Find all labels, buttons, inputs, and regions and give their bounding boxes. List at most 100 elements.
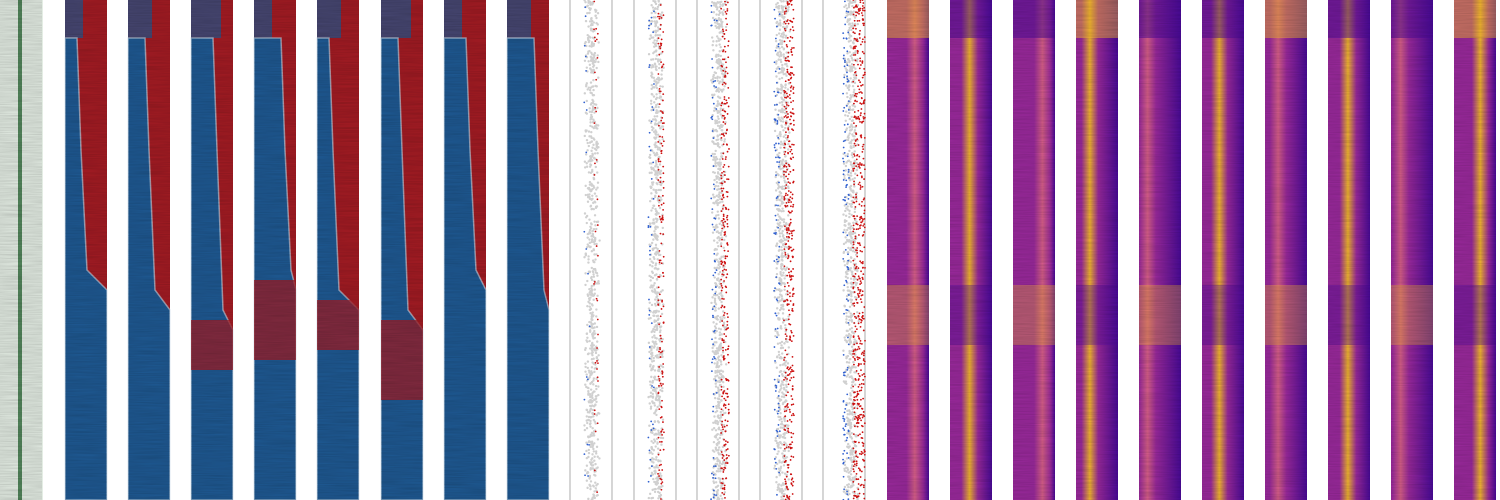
point [650, 386, 653, 389]
point [727, 56, 730, 59]
point [720, 104, 723, 107]
point [784, 460, 787, 463]
point [786, 353, 788, 356]
point [847, 111, 851, 115]
point [718, 50, 721, 53]
point [791, 307, 794, 310]
point [721, 420, 724, 423]
point [722, 264, 725, 267]
point [659, 388, 662, 392]
point [849, 412, 853, 415]
point [713, 450, 716, 453]
point [724, 406, 727, 409]
point [591, 311, 594, 314]
point [586, 366, 589, 370]
point [661, 85, 664, 88]
point [719, 494, 722, 498]
point [849, 54, 852, 58]
point [782, 33, 786, 36]
point [862, 354, 865, 357]
point [848, 338, 852, 341]
point [853, 153, 855, 156]
point [650, 58, 653, 61]
point [654, 44, 658, 48]
point [589, 312, 592, 315]
point [721, 11, 724, 14]
point [716, 104, 719, 108]
point [776, 183, 780, 186]
point [719, 161, 722, 164]
point [726, 101, 728, 104]
point [784, 155, 787, 158]
point [650, 475, 652, 477]
point [843, 220, 847, 224]
point [586, 378, 589, 381]
point [780, 420, 784, 423]
point [659, 4, 662, 6]
point [655, 432, 658, 436]
point [595, 148, 598, 152]
point [790, 331, 793, 334]
point [785, 407, 789, 411]
point [586, 11, 589, 15]
point [777, 43, 780, 45]
point [777, 204, 779, 207]
point [727, 361, 730, 364]
point [849, 77, 852, 80]
point [862, 24, 865, 27]
point [784, 36, 788, 39]
point [851, 418, 855, 421]
point [592, 21, 596, 24]
point [791, 47, 793, 49]
point [858, 12, 860, 15]
point [781, 63, 784, 67]
point [718, 11, 722, 15]
point [773, 464, 777, 468]
point [719, 316, 722, 319]
point [588, 183, 592, 186]
point [651, 392, 654, 396]
point [660, 203, 663, 206]
point [590, 208, 593, 211]
point [776, 161, 779, 163]
point [852, 73, 856, 77]
point [655, 309, 658, 312]
point [649, 407, 653, 410]
point [782, 383, 785, 387]
point [657, 429, 660, 432]
point [791, 53, 794, 56]
point [728, 148, 730, 150]
point [649, 102, 653, 105]
point [595, 27, 598, 30]
point [860, 321, 862, 324]
point [656, 247, 659, 251]
point [658, 408, 661, 410]
point [718, 384, 722, 387]
point [776, 1, 779, 5]
point [714, 260, 716, 263]
point [712, 4, 716, 7]
point [715, 40, 718, 43]
point [723, 466, 726, 469]
point [858, 312, 861, 315]
point [784, 253, 787, 256]
point [657, 431, 660, 434]
point [792, 432, 795, 435]
point [590, 458, 593, 461]
point [776, 332, 779, 335]
point [587, 475, 589, 477]
point [851, 405, 854, 409]
point [785, 385, 788, 389]
point [655, 220, 658, 223]
point [653, 232, 657, 236]
point [652, 477, 655, 481]
point [718, 103, 721, 106]
point [662, 14, 665, 17]
point [659, 23, 662, 26]
point [586, 36, 590, 40]
point [589, 67, 592, 70]
point [850, 294, 853, 298]
point [783, 419, 787, 423]
point [714, 76, 717, 80]
